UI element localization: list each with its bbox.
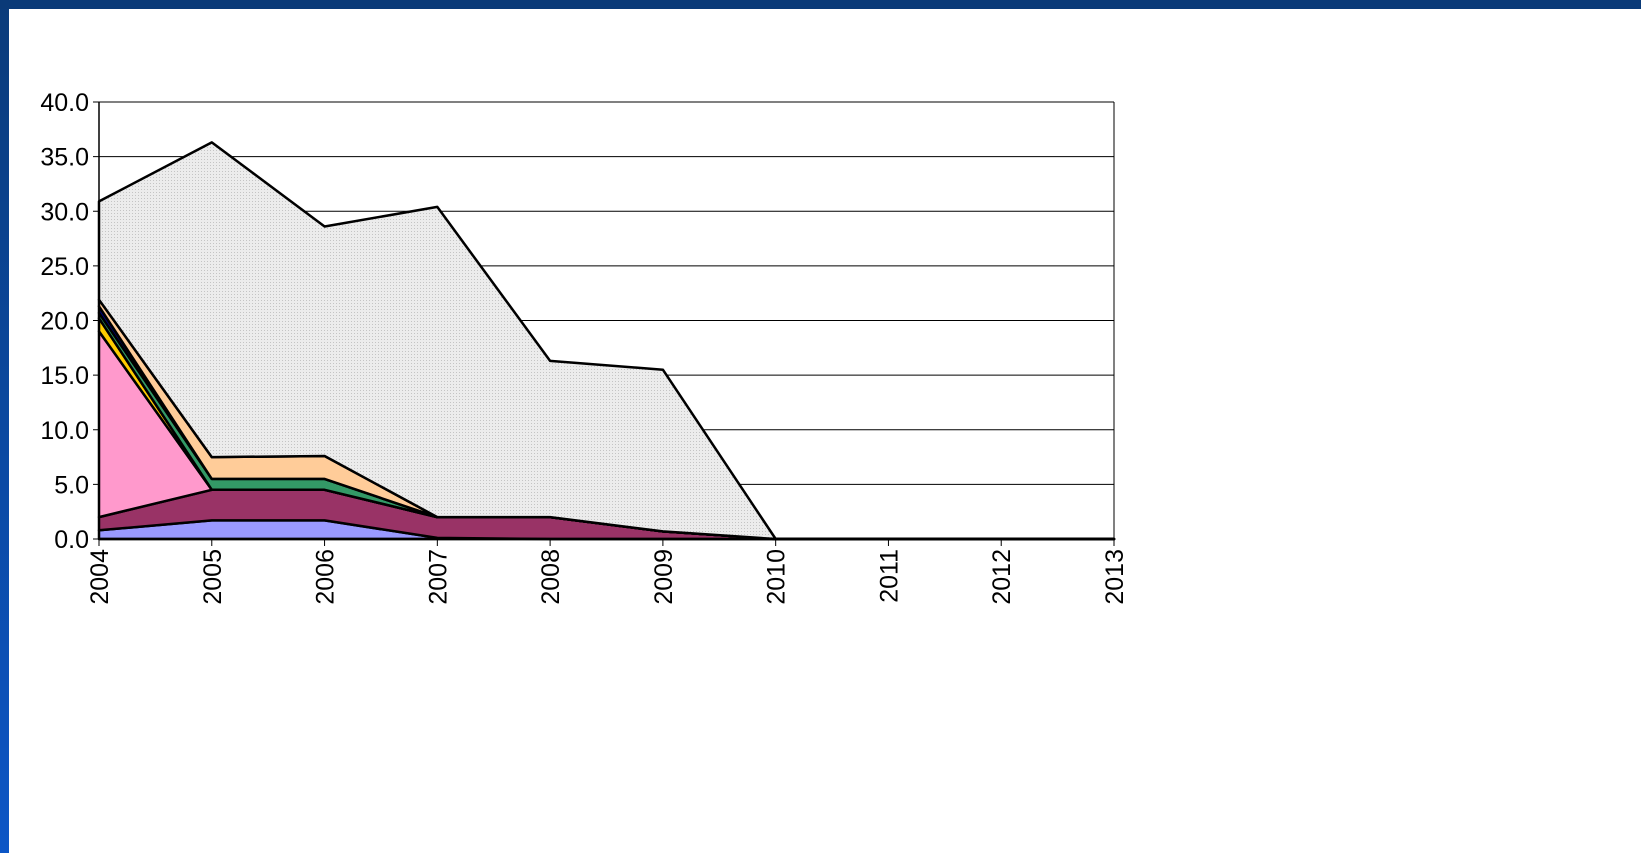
x-tick-label: 2006 bbox=[312, 549, 340, 605]
y-tick-label: 35.0 bbox=[40, 144, 89, 172]
y-tick-label: 10.0 bbox=[40, 417, 89, 445]
x-tick-label: 2013 bbox=[1101, 549, 1129, 605]
y-tick-labels: 0.0 5.0 10.0 15.0 20.0 25.0 30.0 35.0 40.0 bbox=[40, 89, 99, 554]
y-tick-label: 20.0 bbox=[40, 308, 89, 336]
y-tick-label: 0.0 bbox=[54, 526, 89, 554]
x-tick-label: 2008 bbox=[537, 549, 565, 605]
x-tick-label: 2005 bbox=[199, 549, 227, 605]
area-series-group bbox=[97, 141, 1116, 541]
y-tick-label: 30.0 bbox=[40, 198, 89, 226]
x-tick-label: 2012 bbox=[988, 549, 1016, 605]
x-tick-labels: 2004 2005 2006 2007 2008 2009 2010 2011 2012 2013 bbox=[86, 539, 1129, 605]
y-tick-label: 15.0 bbox=[40, 362, 89, 390]
y-tick-label: 25.0 bbox=[40, 253, 89, 281]
axes bbox=[98, 101, 1115, 541]
x-tick-label: 2010 bbox=[763, 549, 791, 605]
y-tick-label: 40.0 bbox=[40, 89, 89, 117]
x-tick-label: 2011 bbox=[875, 549, 903, 603]
x-tick-label: 2007 bbox=[424, 549, 452, 605]
window-top-band bbox=[0, 0, 1641, 9]
x-tick-label: 2004 bbox=[86, 549, 114, 605]
x-tick-label: 2009 bbox=[650, 549, 678, 605]
y-tick-label: 5.0 bbox=[54, 471, 89, 499]
